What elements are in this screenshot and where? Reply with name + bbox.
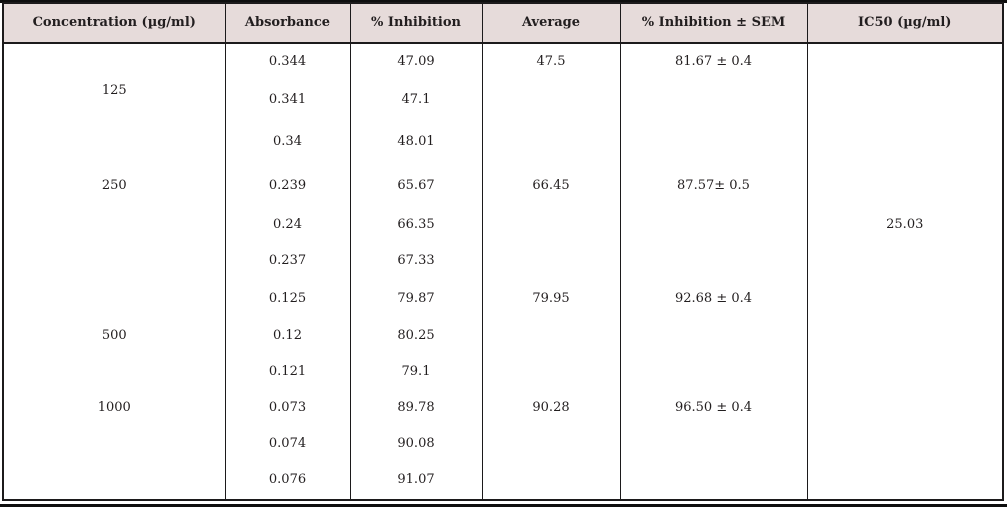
- cell-absorbance: 0.341: [224, 81, 351, 120]
- cell-concentration: [2, 462, 226, 500]
- cell-pct-inhibition: 67.33: [349, 243, 483, 280]
- cell-concentration: 500: [2, 318, 226, 354]
- table-row: 500 0.12 80.25: [2, 318, 1004, 354]
- cell-pct-inhibition-sem: [619, 243, 808, 280]
- cell-pct-inhibition: 65.67: [349, 165, 483, 207]
- cell-ic50: [806, 165, 1004, 207]
- cell-pct-inhibition-sem: [619, 120, 808, 165]
- column-header-pct-inhibition-sem: % Inhibition ± SEM: [619, 3, 808, 44]
- table-row: 0.24 66.35 25.03: [2, 207, 1004, 243]
- cell-absorbance: 0.074: [224, 426, 351, 462]
- cell-ic50: [806, 354, 1004, 390]
- header-row: Concentration (µg/ml) Absorbance% Inhibit…: [2, 3, 1004, 44]
- cell-ic50: [806, 120, 1004, 165]
- cell-concentration: 125: [2, 81, 226, 120]
- cell-average: 90.28: [481, 390, 621, 426]
- cell-average: [481, 462, 621, 500]
- top-rule: [0, 0, 1007, 3]
- cell-pct-inhibition-sem: 92.68 ± 0.4: [619, 280, 808, 318]
- cell-pct-inhibition: 80.25: [349, 318, 483, 354]
- cell-absorbance: 0.076: [224, 462, 351, 500]
- cell-absorbance: 0.073: [224, 390, 351, 426]
- table-row: 0.237 67.33: [2, 243, 1004, 280]
- cell-pct-inhibition-sem: [619, 81, 808, 120]
- column-header-concentration: Concentration (µg/ml): [2, 3, 226, 44]
- cell-pct-inhibition-sem: [619, 462, 808, 500]
- table-row: 0.125 79.87 79.95 92.68 ± 0.4: [2, 280, 1004, 318]
- bottom-rule: [0, 504, 1007, 507]
- table-row: 125 0.341 47.1: [2, 81, 1004, 120]
- column-header-pct-inhibition: % Inhibition: [349, 3, 483, 44]
- cell-concentration: [2, 426, 226, 462]
- cell-concentration: [2, 43, 226, 81]
- cell-ic50: [806, 318, 1004, 354]
- cell-average: 79.95: [481, 280, 621, 318]
- cell-absorbance: 0.121: [224, 354, 351, 390]
- column-header-average: Average: [481, 3, 621, 44]
- cell-concentration: 1000: [2, 390, 226, 426]
- cell-average: [481, 120, 621, 165]
- cell-average: 66.45: [481, 165, 621, 207]
- cell-pct-inhibition-sem: [619, 207, 808, 243]
- cell-pct-inhibition: 48.01: [349, 120, 483, 165]
- cell-ic50: 25.03: [806, 207, 1004, 243]
- cell-ic50: [806, 426, 1004, 462]
- cell-pct-inhibition: 90.08: [349, 426, 483, 462]
- cell-average: [481, 426, 621, 462]
- cell-absorbance: 0.12: [224, 318, 351, 354]
- cell-concentration: [2, 280, 226, 318]
- table-body: 0.344 47.09 47.5 81.67 ± 0.4 125 0.341 47.1 0.3…: [2, 43, 1004, 500]
- results-table: Concentration (µg/ml) Absorbance% Inhibit…: [2, 2, 1004, 501]
- cell-absorbance: 0.239: [224, 165, 351, 207]
- cell-concentration: [2, 207, 226, 243]
- cell-absorbance: 0.237: [224, 243, 351, 280]
- cell-pct-inhibition-sem: [619, 354, 808, 390]
- table-row: 0.121 79.1: [2, 354, 1004, 390]
- cell-average: [481, 354, 621, 390]
- cell-pct-inhibition-sem: [619, 318, 808, 354]
- cell-pct-inhibition-sem: 87.57± 0.5: [619, 165, 808, 207]
- cell-ic50: [806, 81, 1004, 120]
- cell-pct-inhibition-sem: [619, 426, 808, 462]
- cell-ic50: [806, 280, 1004, 318]
- cell-pct-inhibition: 79.1: [349, 354, 483, 390]
- cell-pct-inhibition-sem: 96.50 ± 0.4: [619, 390, 808, 426]
- table-row: 0.074 90.08: [2, 426, 1004, 462]
- cell-concentration: [2, 243, 226, 280]
- table-header: Concentration (µg/ml) Absorbance% Inhibit…: [2, 3, 1004, 44]
- table-row: 1000 0.073 89.78 90.28 96.50 ± 0.4: [2, 390, 1004, 426]
- cell-average: [481, 243, 621, 280]
- cell-pct-inhibition-sem: 81.67 ± 0.4: [619, 43, 808, 81]
- table-row: 0.34 48.01: [2, 120, 1004, 165]
- cell-concentration: [2, 120, 226, 165]
- cell-ic50: [806, 243, 1004, 280]
- cell-average: [481, 207, 621, 243]
- cell-average: [481, 318, 621, 354]
- cell-pct-inhibition: 91.07: [349, 462, 483, 500]
- cell-absorbance: 0.344: [224, 43, 351, 81]
- cell-pct-inhibition: 47.09: [349, 43, 483, 81]
- cell-absorbance: 0.125: [224, 280, 351, 318]
- cell-ic50: [806, 462, 1004, 500]
- cell-absorbance: 0.34: [224, 120, 351, 165]
- cell-ic50: [806, 390, 1004, 426]
- table-row: 0.076 91.07: [2, 462, 1004, 500]
- cell-concentration: 250: [2, 165, 226, 207]
- cell-concentration: [2, 354, 226, 390]
- column-header-ic50: IC50 (µg/ml): [806, 3, 1004, 44]
- cell-pct-inhibition: 66.35: [349, 207, 483, 243]
- cell-ic50: [806, 43, 1004, 81]
- cell-pct-inhibition: 47.1: [349, 81, 483, 120]
- table-row: 0.344 47.09 47.5 81.67 ± 0.4: [2, 43, 1004, 81]
- cell-pct-inhibition: 89.78: [349, 390, 483, 426]
- column-header-absorbance: Absorbance: [224, 3, 351, 44]
- cell-absorbance: 0.24: [224, 207, 351, 243]
- cell-average: [481, 81, 621, 120]
- cell-average: 47.5: [481, 43, 621, 81]
- table-row: 250 0.239 65.67 66.45 87.57± 0.5: [2, 165, 1004, 207]
- cell-pct-inhibition: 79.87: [349, 280, 483, 318]
